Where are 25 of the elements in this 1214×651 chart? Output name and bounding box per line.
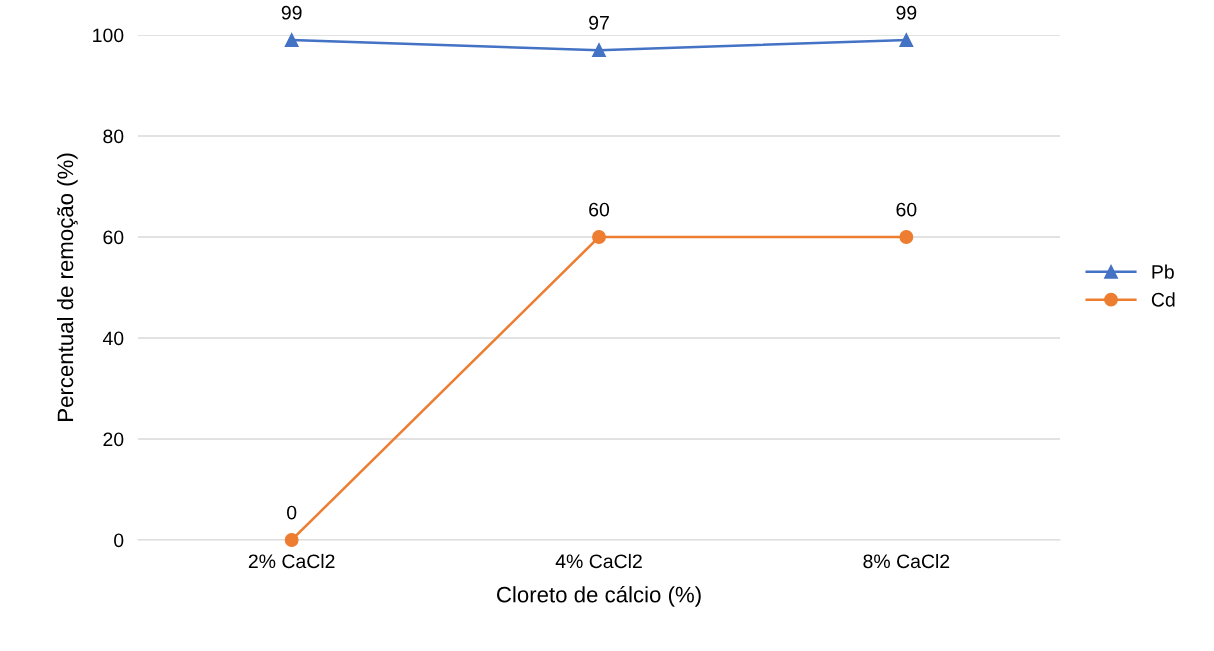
- data-label: 99: [896, 5, 917, 20]
- data-label: 60: [589, 202, 610, 217]
- data-label: 0: [287, 505, 297, 520]
- point: [284, 533, 299, 547]
- y-axis-title: Percentual de remoção (%): [56, 153, 78, 421]
- x-tick-label: 2% CaCl2: [248, 553, 335, 569]
- point: [284, 33, 299, 47]
- y-tick-label: 20: [103, 432, 124, 447]
- point: [592, 43, 606, 58]
- y-tick-label: 0: [114, 533, 124, 548]
- y-tick-label: 60: [103, 230, 124, 245]
- point: [592, 230, 606, 244]
- x-axis-title: Cloreto de cálcio (%): [497, 585, 701, 607]
- point: [899, 230, 914, 244]
- x-tick-label: 4% CaCl2: [555, 553, 642, 569]
- data-label: 99: [281, 5, 302, 20]
- point: [899, 33, 914, 47]
- x-tick-label: 8% CaCl2: [863, 553, 950, 569]
- data-label: 97: [589, 15, 609, 30]
- legend-label: Cd: [1151, 292, 1175, 307]
- y-tick-label: 100: [93, 28, 124, 43]
- y-tick-label: 40: [102, 331, 124, 346]
- legend-label: Pb: [1152, 264, 1174, 279]
- y-tick-label: 80: [103, 129, 124, 144]
- data-label: 60: [896, 202, 917, 217]
